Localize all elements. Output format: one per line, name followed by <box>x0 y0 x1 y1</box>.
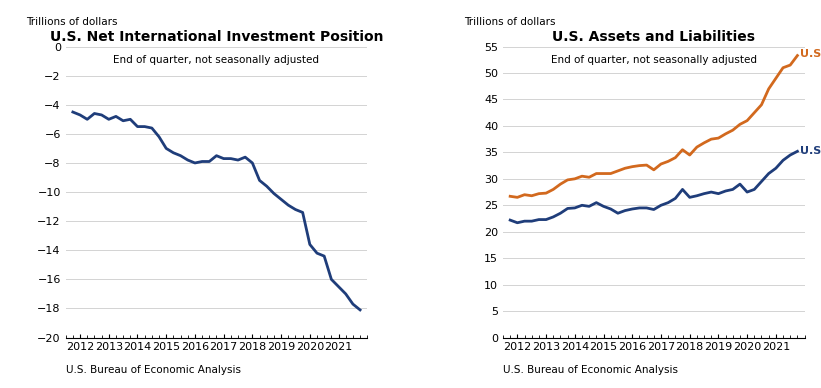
U.S. liabilities <box>757 102 767 107</box>
U.S. assets <box>721 189 731 193</box>
U.S. liabilities <box>713 136 723 140</box>
U.S. liabilities <box>577 174 587 178</box>
U.S. assets <box>635 206 644 210</box>
U.S. assets <box>562 206 572 211</box>
U.S. liabilities <box>735 122 745 126</box>
U.S. assets <box>735 182 745 187</box>
U.S. liabilities <box>677 147 687 152</box>
U.S. assets <box>757 179 767 184</box>
Text: End of quarter, not seasonally adjusted: End of quarter, not seasonally adjusted <box>113 55 319 65</box>
U.S. liabilities <box>613 168 623 173</box>
U.S. liabilities <box>585 175 594 180</box>
U.S. assets <box>606 207 616 211</box>
U.S. assets <box>677 187 687 192</box>
Line: U.S. assets: U.S. assets <box>510 151 797 223</box>
U.S. assets <box>627 207 637 211</box>
U.S. assets <box>713 191 723 196</box>
U.S. liabilities <box>505 194 515 199</box>
U.S. assets <box>620 208 630 213</box>
U.S. liabilities <box>649 168 658 172</box>
U.S. liabilities <box>706 137 716 142</box>
U.S. liabilities <box>663 159 673 164</box>
U.S. assets <box>577 203 587 208</box>
U.S. liabilities <box>742 118 752 123</box>
U.S. liabilities <box>556 182 566 187</box>
U.S. liabilities <box>591 171 601 176</box>
Line: U.S. liabilities: U.S. liabilities <box>510 55 797 197</box>
U.S. assets <box>656 203 666 208</box>
U.S. liabilities <box>512 195 522 200</box>
U.S. assets <box>742 190 752 194</box>
U.S. liabilities <box>764 87 773 91</box>
U.S. assets <box>786 153 796 158</box>
Text: Trillions of dollars: Trillions of dollars <box>464 17 555 28</box>
U.S. assets <box>778 158 788 163</box>
U.S. liabilities <box>685 153 695 158</box>
U.S. assets <box>527 219 537 223</box>
U.S. assets <box>613 211 623 216</box>
Text: U.S. liabilities: U.S. liabilities <box>800 50 821 59</box>
U.S. liabilities <box>728 128 738 132</box>
U.S. liabilities <box>699 140 709 145</box>
U.S. liabilities <box>778 66 788 70</box>
U.S. assets <box>649 207 658 212</box>
U.S. assets <box>792 149 802 154</box>
U.S. liabilities <box>606 171 616 176</box>
U.S. liabilities <box>656 162 666 166</box>
U.S. assets <box>685 195 695 200</box>
U.S. liabilities <box>527 194 537 198</box>
U.S. liabilities <box>627 165 637 169</box>
U.S. liabilities <box>570 177 580 181</box>
U.S. assets <box>570 206 580 210</box>
U.S. liabilities <box>635 163 644 168</box>
U.S. liabilities <box>771 76 781 81</box>
U.S. assets <box>728 187 738 192</box>
U.S. liabilities <box>599 171 608 176</box>
U.S. assets <box>706 190 716 194</box>
Text: End of quarter, not seasonally adjusted: End of quarter, not seasonally adjusted <box>551 55 757 65</box>
U.S. liabilities <box>671 155 681 160</box>
U.S. assets <box>548 215 558 219</box>
U.S. assets <box>750 187 759 192</box>
U.S. assets <box>541 217 551 222</box>
U.S. liabilities <box>534 191 544 196</box>
U.S. liabilities <box>786 63 796 68</box>
Text: U.S. assets: U.S. assets <box>800 146 821 156</box>
U.S. assets <box>512 220 522 225</box>
U.S. assets <box>505 218 515 222</box>
U.S. assets <box>663 200 673 205</box>
U.S. assets <box>642 206 652 210</box>
U.S. assets <box>520 219 530 223</box>
U.S. assets <box>556 211 566 216</box>
U.S. liabilities <box>792 53 802 58</box>
U.S. liabilities <box>721 132 731 136</box>
U.S. liabilities <box>541 191 551 196</box>
Title: U.S. Assets and Liabilities: U.S. Assets and Liabilities <box>553 30 755 44</box>
U.S. liabilities <box>642 163 652 167</box>
U.S. assets <box>764 171 773 176</box>
U.S. assets <box>699 191 709 196</box>
U.S. liabilities <box>520 192 530 197</box>
U.S. assets <box>585 204 594 209</box>
Text: Trillions of dollars: Trillions of dollars <box>26 17 118 28</box>
U.S. assets <box>671 196 681 201</box>
U.S. liabilities <box>562 178 572 182</box>
U.S. liabilities <box>548 187 558 192</box>
Text: U.S. Bureau of Economic Analysis: U.S. Bureau of Economic Analysis <box>503 365 678 376</box>
U.S. assets <box>599 204 608 209</box>
U.S. liabilities <box>620 166 630 171</box>
U.S. assets <box>771 166 781 171</box>
U.S. assets <box>692 194 702 198</box>
U.S. assets <box>591 200 601 205</box>
U.S. liabilities <box>692 145 702 149</box>
U.S. liabilities <box>750 110 759 115</box>
U.S. assets <box>534 217 544 222</box>
Text: U.S. Bureau of Economic Analysis: U.S. Bureau of Economic Analysis <box>66 365 241 376</box>
Title: U.S. Net International Investment Position: U.S. Net International Investment Positi… <box>50 30 383 44</box>
